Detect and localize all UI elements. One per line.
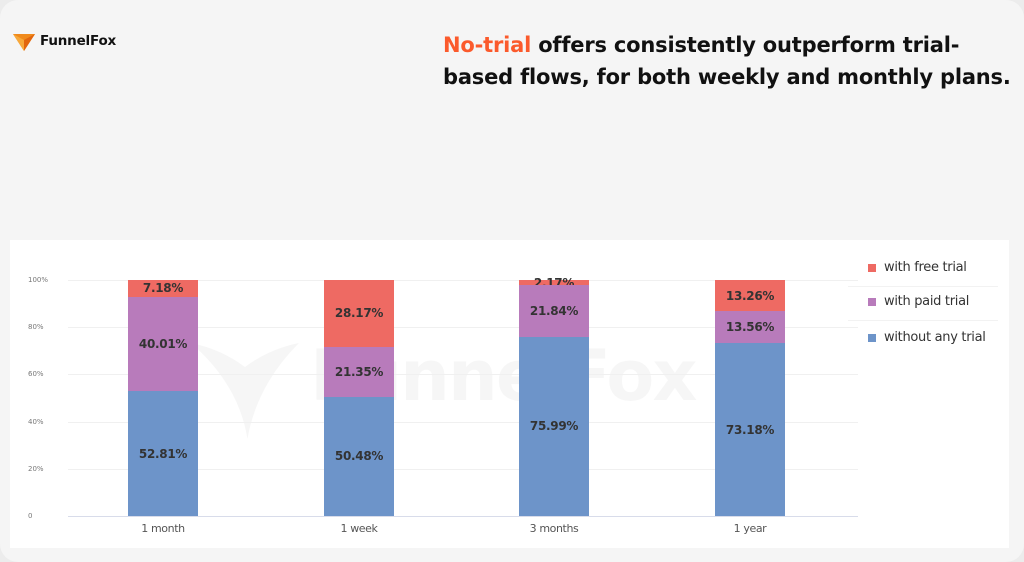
legend-divider [848,286,998,287]
legend-divider [848,320,998,321]
bar-segment-without-any-trial: 75.99% [519,336,589,516]
legend-item[interactable]: with paid trial [868,294,969,309]
y-tick-label: 60% [28,370,44,379]
bar-segment-without-any-trial: 50.48% [324,396,394,516]
brand: FunnelFox [12,29,116,53]
x-axis-line [68,516,858,517]
y-tick-label: 40% [28,417,44,426]
x-tick-label: 1 year [733,522,767,535]
legend-label: with free trial [884,260,967,275]
x-tick-label: 1 week [340,522,378,535]
bar-3-months[interactable]: 75.99% 21.84% 2.17% [519,277,589,516]
headline-accent: No-trial [443,33,532,57]
x-tick-label: 3 months [529,522,579,535]
bar-1-week[interactable]: 50.48% 21.35% 28.17% [324,280,394,516]
legend-swatch-icon [868,333,876,342]
funnelfox-logo-icon [13,34,35,51]
bar-segment-without-any-trial: 52.81% [128,391,198,516]
chart-plot: FunnelFox 020%40%60%80%100%52.81%40.01%7… [10,240,1009,548]
gridline [68,421,858,423]
legend-label: without any trial [884,330,986,345]
gridline [68,280,858,281]
chart-panel: FunnelFox 020%40%60%80%100%52.81%40.01%7… [10,240,1009,548]
y-tick-label: 80% [28,323,44,332]
y-tick-label: 100% [28,276,49,284]
legend-label: with paid trial [884,294,970,309]
bar-segment-with-free-trial: 28.17% [324,280,394,347]
bar-segment-without-any-trial: 73.18% [715,343,785,516]
bar-1-month[interactable]: 52.81% 40.01% 7.18% [128,280,198,516]
gridline [68,327,858,329]
y-tick-label: 20% [28,464,44,473]
bar-segment-with-paid-trial: 40.01% [128,296,198,392]
bar-segment-with-paid-trial: 13.56% [715,311,785,344]
bar-segment-with-paid-trial: 21.84% [519,285,589,337]
legend-swatch-icon [868,263,876,272]
headline-text: offers consistently outperform trial-bas… [443,33,1011,89]
gridline [68,374,858,376]
y-tick-label: 0 [28,512,33,520]
bar-segment-with-free-trial: 7.18% [128,280,198,297]
bar-1-year[interactable]: 73.18% 13.56% 13.26% [715,280,785,516]
legend-item[interactable]: with free trial [868,260,967,275]
legend-item[interactable]: without any trial [868,330,986,345]
legend-swatch-icon [868,297,876,306]
bar-segment-with-paid-trial: 21.35% [324,346,394,397]
x-tick-label: 1 month [141,522,185,535]
brand-name: FunnelFox [40,33,117,49]
watermark-logo-icon [185,325,305,445]
bar-segment-with-free-trial: 13.26% [715,280,785,312]
gridline [68,468,858,470]
headline: No-trial offers consistently outperform … [443,29,1018,93]
